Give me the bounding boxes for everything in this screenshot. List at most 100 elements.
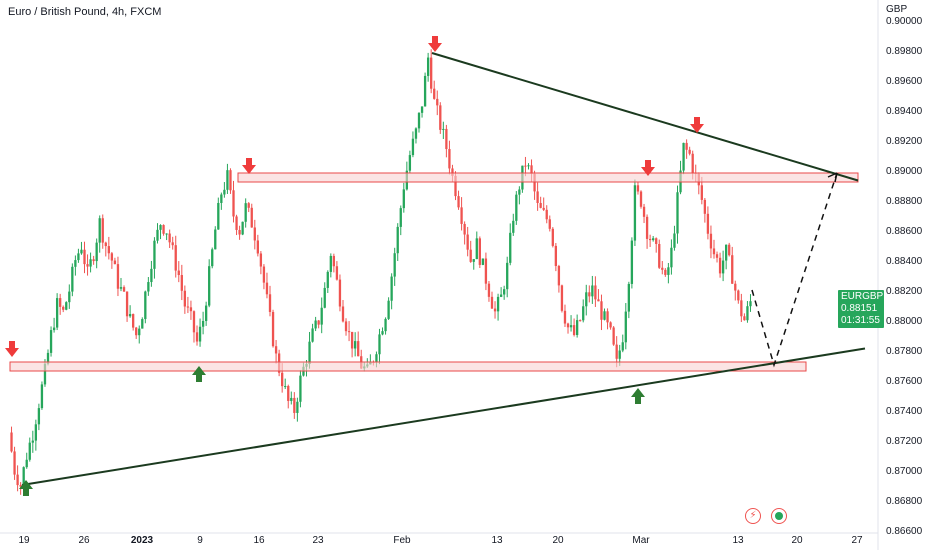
candle-body xyxy=(746,306,749,321)
candle-body xyxy=(326,271,329,288)
candle-body xyxy=(171,242,174,246)
candle-body xyxy=(226,170,229,190)
candle-body xyxy=(603,311,606,320)
candle-body xyxy=(460,207,463,224)
candle-body xyxy=(192,311,196,333)
candle-body xyxy=(499,294,503,297)
candle-body xyxy=(585,292,588,307)
candle-body xyxy=(19,485,22,487)
candle-body xyxy=(749,301,752,307)
y-tick-label: 0.87200 xyxy=(886,436,923,447)
candle-body xyxy=(551,228,554,246)
candle-body xyxy=(402,189,405,209)
candle-body xyxy=(46,352,50,364)
candle-body xyxy=(469,249,472,262)
candle-body xyxy=(390,276,393,301)
candle-body xyxy=(743,316,746,321)
candle-body xyxy=(572,325,576,335)
candle-body xyxy=(545,209,548,220)
y-tick-label: 0.89800 xyxy=(886,46,923,57)
candle-body xyxy=(65,302,68,310)
candle-body xyxy=(411,138,415,156)
candle-body xyxy=(74,260,77,267)
candle-body xyxy=(262,266,266,283)
candle-body xyxy=(676,192,679,234)
candle-body xyxy=(490,296,494,309)
candle-body xyxy=(189,307,193,312)
candle-body xyxy=(153,240,156,269)
y-tick-label: 0.86600 xyxy=(886,526,923,537)
candle-body xyxy=(691,153,694,173)
candle-body xyxy=(186,306,190,308)
flash-icon[interactable]: ⚡ xyxy=(745,508,761,524)
candle-body xyxy=(62,306,65,310)
candle-body xyxy=(144,291,147,320)
candle-body xyxy=(357,341,360,357)
candle-body xyxy=(615,344,618,359)
candle-body xyxy=(442,128,445,130)
candle-body xyxy=(214,229,217,250)
candle-body xyxy=(165,233,168,235)
candle-body xyxy=(515,194,518,221)
candle-body xyxy=(308,341,311,364)
candle-body xyxy=(575,320,579,335)
candle-body xyxy=(487,283,491,297)
candle-body xyxy=(150,268,153,283)
bottom-marker-arrow xyxy=(631,388,645,404)
candle-body xyxy=(119,287,123,289)
x-tick-label: 9 xyxy=(197,535,203,546)
candle-body xyxy=(645,216,649,239)
candle-body xyxy=(724,244,728,261)
candle-body xyxy=(454,175,457,197)
x-tick-label: 26 xyxy=(78,535,90,546)
candle-body xyxy=(496,296,500,312)
candle-body xyxy=(606,311,609,323)
candle-body xyxy=(569,325,573,328)
projection-arrowhead xyxy=(827,172,838,183)
candle-body xyxy=(259,253,263,267)
candle-body xyxy=(466,234,469,250)
candle-body xyxy=(655,238,658,244)
candle-body xyxy=(436,98,439,106)
candle-body xyxy=(661,267,664,270)
candle-body xyxy=(52,327,56,331)
y-tick-label: 0.88400 xyxy=(886,256,923,267)
candle-body xyxy=(110,253,114,261)
candle-body xyxy=(287,386,290,401)
candle-body xyxy=(700,185,703,200)
candle-body xyxy=(68,291,71,303)
candle-body xyxy=(703,199,707,214)
candle-body xyxy=(433,88,436,99)
candle-body xyxy=(323,287,326,308)
y-tick-label: 0.89200 xyxy=(886,136,923,147)
candle-body xyxy=(472,259,475,262)
candle-body xyxy=(25,459,28,468)
candle-body xyxy=(28,442,31,460)
candle-body xyxy=(350,331,354,349)
candle-body xyxy=(113,260,117,265)
candle-body xyxy=(560,285,564,311)
candle-body xyxy=(43,363,47,385)
candle-body xyxy=(347,331,351,333)
candle-body xyxy=(451,168,454,176)
candle-body xyxy=(475,238,478,260)
candle-body xyxy=(734,283,737,291)
y-tick-label: 0.88200 xyxy=(886,286,923,297)
candle-body xyxy=(612,327,615,345)
record-icon[interactable] xyxy=(771,508,787,524)
candle-body xyxy=(101,218,104,243)
candle-body xyxy=(293,397,296,413)
candle-body xyxy=(256,240,259,254)
candle-body xyxy=(244,203,247,222)
x-tick-label: 23 xyxy=(312,535,324,546)
candle-body xyxy=(320,307,323,325)
candle-body xyxy=(235,216,238,230)
candle-body xyxy=(667,267,670,275)
candle-body xyxy=(174,245,177,271)
candle-body xyxy=(338,279,342,307)
candle-body xyxy=(399,208,402,227)
top-marker-arrow xyxy=(641,160,655,176)
candle-body xyxy=(688,149,691,154)
price-tag-price: 0.88151 xyxy=(841,303,878,314)
